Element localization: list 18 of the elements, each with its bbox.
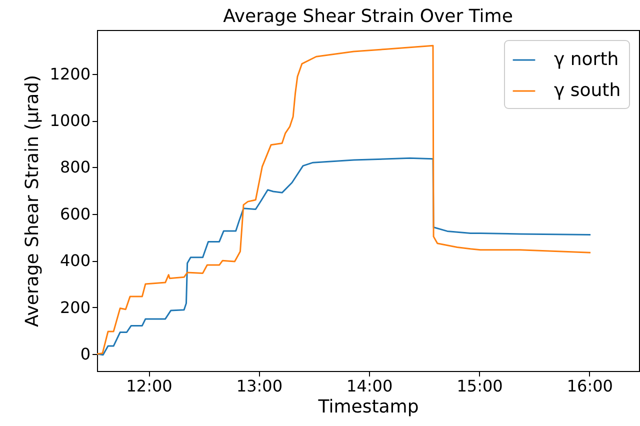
y-tick-label: 1000 <box>50 111 90 130</box>
x-tick-label: 16:00 <box>566 376 613 396</box>
line-series <box>97 157 592 356</box>
y-tick-label: 0 <box>80 344 90 364</box>
x-tick-label: 12:00 <box>126 376 172 396</box>
x-axis-title: Timestamp <box>317 396 419 418</box>
y-tick-label: 200 <box>60 298 90 317</box>
chart-title: Average Shear Strain Over Time <box>223 6 513 27</box>
y-tick-label: 800 <box>60 158 90 177</box>
y-tick-label: 600 <box>60 204 90 224</box>
y-axis-title: Average Shear Strain (μrad) <box>22 74 43 328</box>
x-tick-label: 13:00 <box>236 376 282 396</box>
x-tick-label: 15:00 <box>456 376 503 396</box>
legend-label: γ south <box>554 80 621 101</box>
y-tick-label: 1200 <box>50 64 90 84</box>
y-tick-label: 400 <box>60 251 90 270</box>
legend-label: γ north <box>554 49 619 70</box>
x-tick-label: 14:00 <box>346 376 393 396</box>
